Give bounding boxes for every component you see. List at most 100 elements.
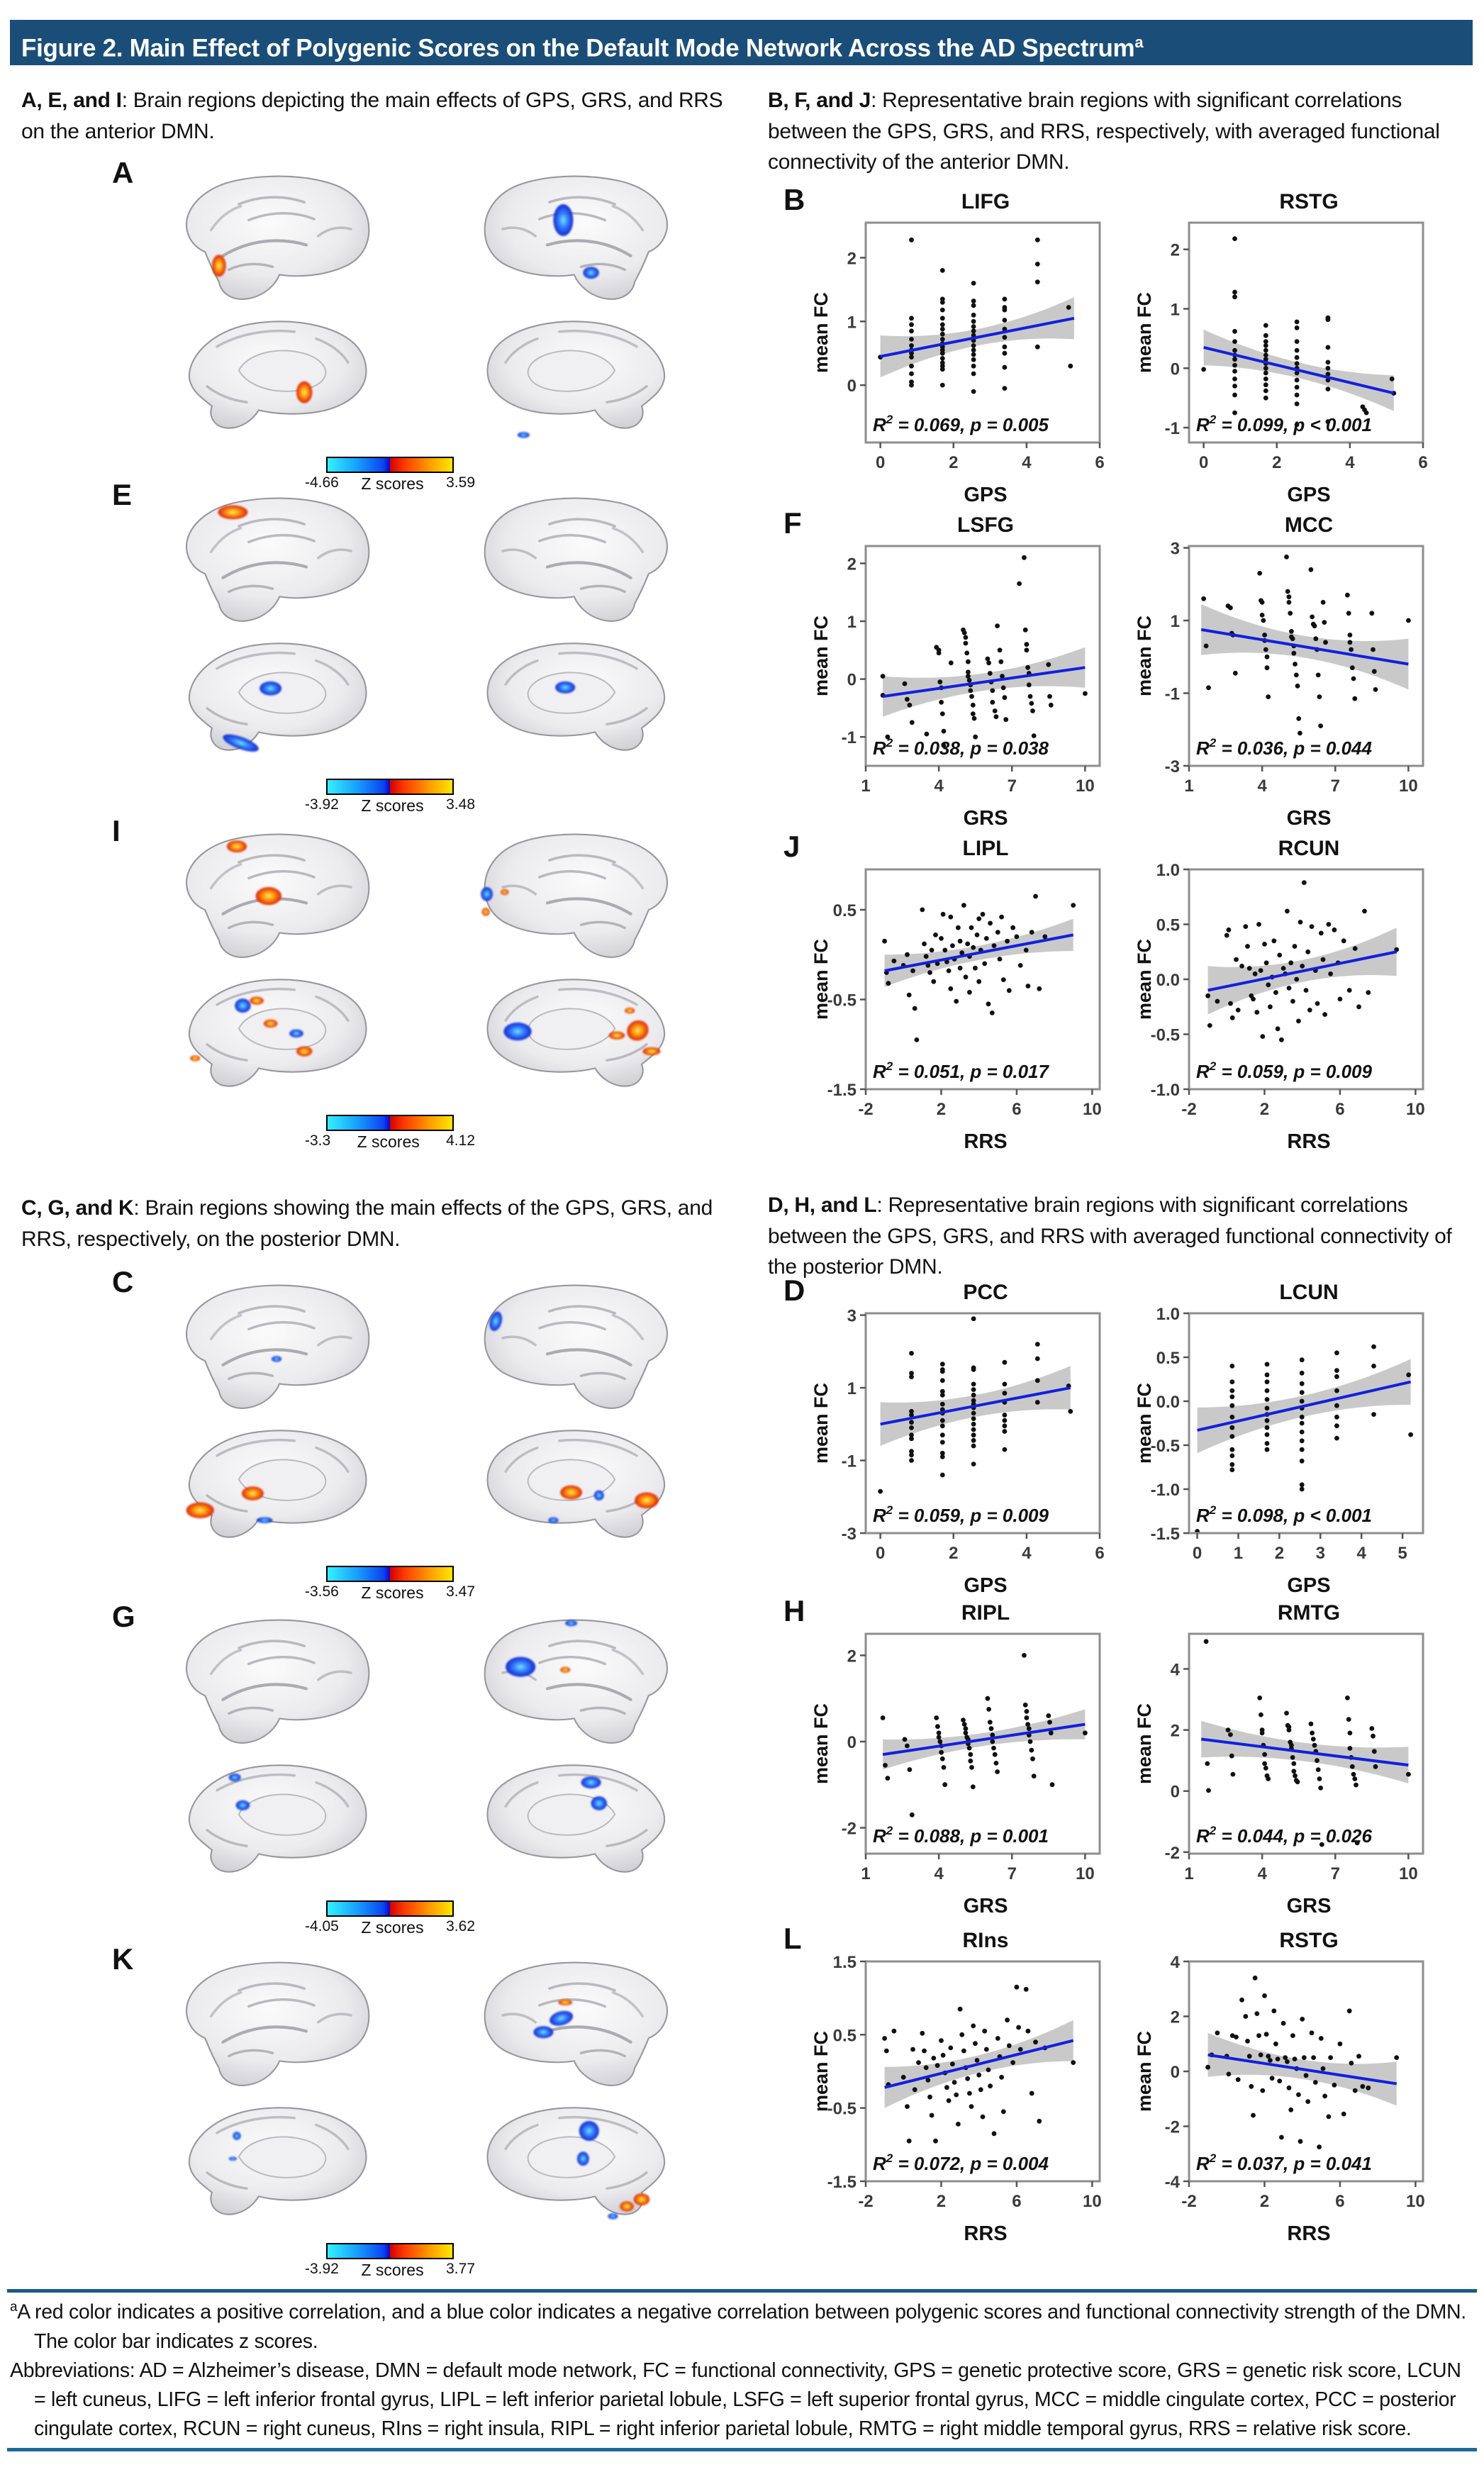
svg-text:-4: -4 bbox=[1165, 2173, 1181, 2192]
plot-canvas: -2 2 6 10 -1.5 -0.5 0.5 mean FC R2 = 0.051, p = … bbox=[810, 864, 1111, 1130]
plot-xlabel: GPS bbox=[1287, 1574, 1331, 1597]
svg-text:R2 = 0.059, p = 0.009: R2 = 0.059, p = 0.009 bbox=[1196, 1059, 1373, 1082]
svg-text:7: 7 bbox=[1008, 1864, 1017, 1883]
plot-canvas: 0 2 4 6 0 1 2 mean FC R2 = 0.069, p = 0.005 bbox=[810, 217, 1111, 484]
colorbar: -3.92 Z scores 3.77 bbox=[305, 2243, 475, 2280]
svg-text:4: 4 bbox=[1171, 1956, 1181, 1972]
svg-text:6: 6 bbox=[1335, 1100, 1344, 1119]
svg-text:6: 6 bbox=[1418, 453, 1427, 472]
panel-letter-J: J bbox=[783, 830, 800, 863]
plot-xlabel: RRS bbox=[1287, 2222, 1331, 2245]
plot-title: RSTG bbox=[1279, 1929, 1339, 1952]
caption-CGK-lead: C, G, and K bbox=[21, 1196, 134, 1220]
svg-text:7: 7 bbox=[1331, 776, 1340, 796]
brain-lateral-right bbox=[435, 1961, 719, 2100]
caption-BFJ-lead: B, F, and J bbox=[768, 89, 871, 112]
colorbar-max: 3.47 bbox=[446, 1583, 475, 1600]
svg-text:2: 2 bbox=[949, 453, 958, 472]
brain-lateral-right bbox=[435, 174, 719, 313]
colorbar-gradient bbox=[326, 1115, 454, 1131]
colorbar: -4.66 Z scores 3.59 bbox=[305, 457, 475, 494]
scatter-plot-LIPL: LIPL -2 2 6 10 -1.5 -0.5 0.5 mean FC R2 = 0.051,… bbox=[810, 837, 1111, 1156]
footnote-line1: aA red color indicates a positive correl… bbox=[10, 2300, 1466, 2353]
footnote-superscript: a bbox=[10, 2300, 18, 2315]
brain-medial-left bbox=[135, 2101, 418, 2240]
brain-grid bbox=[135, 1961, 719, 2240]
svg-text:-1: -1 bbox=[1165, 685, 1180, 704]
figure-title: Figure 2. Main Effect of Polygenic Score… bbox=[21, 34, 1135, 62]
svg-text:6: 6 bbox=[1012, 1100, 1021, 1119]
svg-text:4: 4 bbox=[934, 1864, 944, 1883]
plot-xlabel: GRS bbox=[963, 807, 1008, 830]
plot-title: LIFG bbox=[961, 190, 1010, 213]
plot-xlabel: GPS bbox=[964, 1574, 1008, 1597]
scatter-plot-RSTG: RSTG 0 2 4 6 -1 0 1 2 mean FC R2 = 0.099, p < 0.0… bbox=[1134, 190, 1434, 509]
brain-lateral-right bbox=[435, 1618, 719, 1757]
svg-text:0: 0 bbox=[1199, 453, 1208, 472]
scatter-plot-LIFG: LIFG 0 2 4 6 0 1 2 mean FC R2 = 0.069, p = 0.005… bbox=[810, 190, 1111, 509]
svg-text:6: 6 bbox=[1095, 453, 1104, 472]
panel-letter-H: H bbox=[783, 1594, 805, 1627]
caption-AEI-text: : Brain regions depicting the main effec… bbox=[21, 89, 723, 143]
colorbar-gradient bbox=[326, 779, 454, 795]
svg-text:4: 4 bbox=[1257, 1864, 1267, 1883]
brain-grid bbox=[135, 833, 719, 1112]
svg-text:mean FC: mean FC bbox=[810, 616, 832, 696]
colorbar-min: -3.92 bbox=[305, 2261, 339, 2277]
colorbar-title: Z scores bbox=[361, 1583, 424, 1602]
svg-text:R2 = 0.099, p < 0.001: R2 = 0.099, p < 0.001 bbox=[1196, 413, 1372, 435]
svg-text:0: 0 bbox=[847, 671, 857, 690]
colorbar: -3.92 Z scores 3.48 bbox=[305, 779, 475, 815]
figure-title-bar: Figure 2. Main Effect of Polygenic Score… bbox=[10, 20, 1473, 65]
svg-text:-2: -2 bbox=[1165, 2118, 1180, 2137]
plot-canvas: 1 4 7 10 -2 0 2 mean FC R2 = 0.088, p = 0.001 bbox=[810, 1628, 1111, 1895]
scatter-plot-LCUN: LCUN 0 1 2 3 4 5 -1.5 -1.0 -0.5 0.0 0.5 1.0 mean FC R… bbox=[1134, 1281, 1434, 1600]
svg-text:2: 2 bbox=[937, 2192, 946, 2211]
svg-text:-2: -2 bbox=[858, 1100, 873, 1119]
svg-text:-0.5: -0.5 bbox=[1151, 1437, 1180, 1456]
brain-medial-right bbox=[435, 2101, 719, 2240]
scatter-plot-RCUN: RCUN -2 2 6 10 -1.0 -0.5 0.0 0.5 1.0 mean FC R2 = … bbox=[1134, 837, 1434, 1156]
svg-text:2: 2 bbox=[1275, 1544, 1284, 1563]
caption-AEI: A, E, and I: Brain regions depicting the… bbox=[21, 85, 730, 147]
svg-text:-2: -2 bbox=[1181, 2192, 1196, 2211]
panel-letter-L: L bbox=[783, 1922, 802, 1955]
svg-text:0: 0 bbox=[876, 1544, 885, 1563]
colorbar-gradient bbox=[326, 1566, 454, 1582]
divider-rule-bottom bbox=[7, 2448, 1477, 2451]
plot-canvas: -2 2 6 10 -1.0 -0.5 0.0 0.5 1.0 mean FC R2 = 0.059… bbox=[1134, 864, 1434, 1130]
svg-text:10: 10 bbox=[1076, 1864, 1095, 1883]
brain-lateral-right bbox=[435, 496, 719, 635]
svg-text:7: 7 bbox=[1008, 776, 1017, 796]
svg-text:5: 5 bbox=[1397, 1544, 1407, 1563]
scatter-panel-J: J LIPL -2 2 6 10 -1.5 -0.5 0.5 mean FC R2 = 0.05… bbox=[769, 830, 1478, 1156]
svg-text:4: 4 bbox=[1345, 453, 1355, 472]
svg-text:2: 2 bbox=[1171, 241, 1180, 260]
svg-text:-1.0: -1.0 bbox=[1151, 1481, 1180, 1500]
panel-letter-F: F bbox=[783, 506, 802, 540]
caption-BFJ: B, F, and J: Representative brain region… bbox=[768, 85, 1466, 178]
svg-text:10: 10 bbox=[1399, 1864, 1418, 1883]
brain-medial-left bbox=[135, 1759, 418, 1898]
svg-text:-2: -2 bbox=[858, 2192, 873, 2211]
brain-medial-left bbox=[135, 637, 418, 776]
svg-text:4: 4 bbox=[1171, 1661, 1181, 1680]
svg-text:-3: -3 bbox=[842, 1525, 857, 1544]
brain-medial-right bbox=[435, 973, 719, 1112]
svg-text:R2 = 0.038, p = 0.038: R2 = 0.038, p = 0.038 bbox=[873, 736, 1049, 759]
plot-title: RCUN bbox=[1278, 837, 1340, 860]
plot-canvas: 0 2 4 6 -1 0 1 2 mean FC R2 = 0.099, p < 0.001 bbox=[1134, 217, 1434, 484]
svg-text:10: 10 bbox=[1076, 776, 1095, 796]
brain-medial-left bbox=[135, 315, 418, 454]
brain-lateral-left bbox=[135, 174, 418, 313]
svg-text:R2 = 0.088, p = 0.001: R2 = 0.088, p = 0.001 bbox=[873, 1824, 1049, 1847]
svg-text:R2 = 0.072, p = 0.004: R2 = 0.072, p = 0.004 bbox=[873, 2151, 1049, 2174]
svg-text:0: 0 bbox=[1193, 1544, 1202, 1563]
figure-title-superscript: a bbox=[1134, 33, 1144, 51]
brain-medial-right bbox=[435, 1759, 719, 1898]
colorbar-gradient bbox=[326, 1900, 454, 1917]
colorbar-max: 3.62 bbox=[446, 1918, 475, 1934]
svg-text:mean FC: mean FC bbox=[1134, 1383, 1155, 1464]
colorbar-title: Z scores bbox=[361, 796, 424, 815]
plot-xlabel: RRS bbox=[964, 2222, 1008, 2245]
